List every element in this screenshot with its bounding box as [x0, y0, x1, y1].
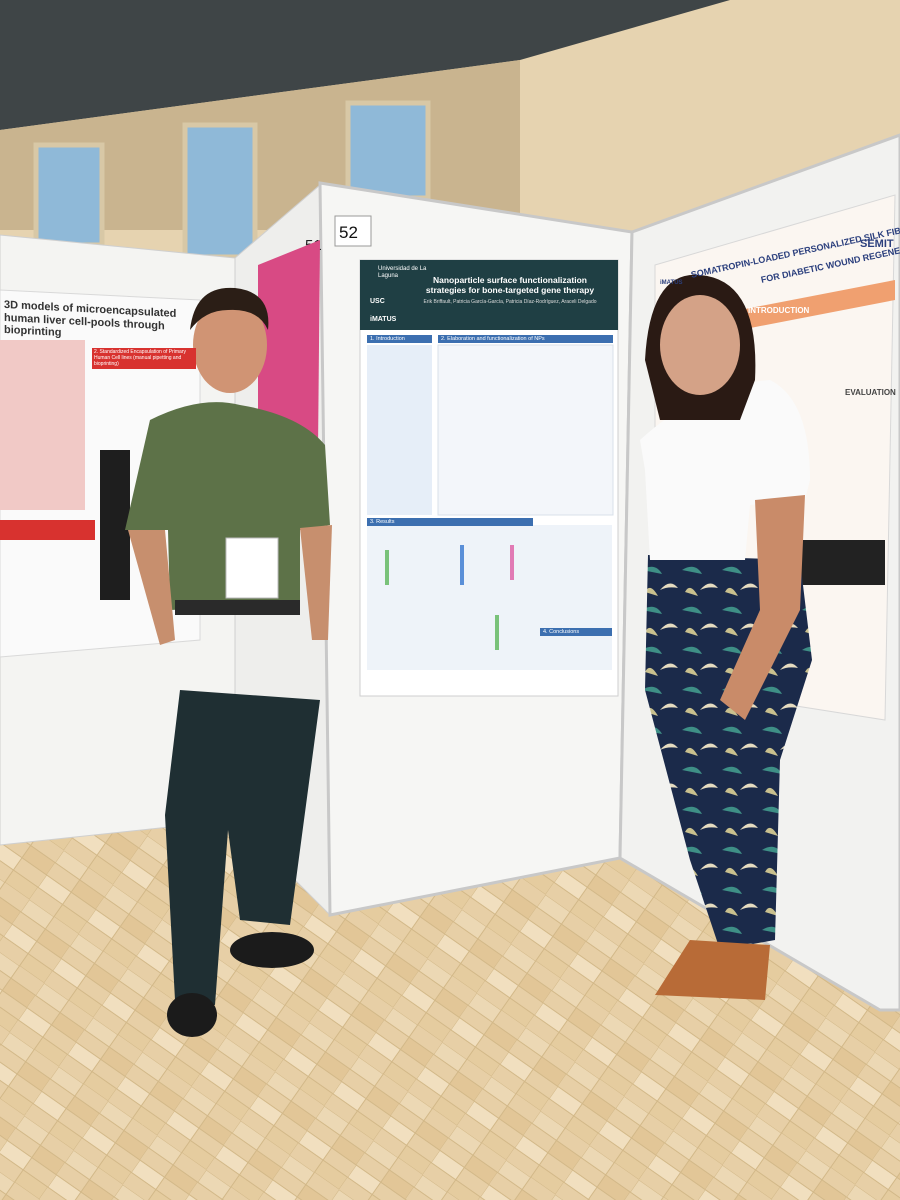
poster-authors: Erik Briffault, Patricia García-García, …	[423, 299, 597, 305]
window	[33, 142, 105, 248]
poster-logo: iMATUS	[370, 316, 397, 323]
poster-logo: iMATUS	[660, 280, 683, 286]
poster-center-header	[360, 260, 618, 330]
poster-right-images	[800, 540, 885, 585]
poster-logo: SEMIT	[860, 238, 894, 250]
poster-adjacent	[258, 240, 320, 470]
man	[125, 287, 332, 1037]
poster-section: 2. Elaboration and functionalization of …	[438, 335, 613, 344]
ceiling	[0, 0, 730, 130]
poster-section: 3. Results	[367, 518, 533, 527]
poster-section: EVALUATION	[845, 388, 896, 397]
badge	[225, 537, 279, 599]
poster-section: 4. Conclusions	[540, 628, 612, 637]
board-number-plate	[334, 215, 372, 247]
window	[345, 100, 431, 201]
poster-figure	[510, 545, 514, 580]
poster-center-panel	[437, 344, 614, 516]
poster-left-images	[100, 450, 130, 600]
poster-figure	[460, 545, 464, 585]
poster-section: 2. Standardized Encapsulation of Primary…	[92, 348, 196, 370]
woman-face	[660, 295, 740, 395]
woman	[640, 274, 812, 1000]
man-shirt	[125, 402, 330, 610]
poster-figure	[495, 615, 499, 650]
poster-section: 1. Introduction	[367, 335, 432, 344]
poster-title: Nanoparticle surface functionalization s…	[425, 275, 595, 295]
poster-center-panel	[367, 345, 432, 515]
man-shoe	[167, 993, 217, 1037]
man-face	[193, 297, 267, 393]
man-shoe	[230, 932, 314, 968]
man-hair	[190, 287, 269, 330]
woman-shirt	[640, 380, 810, 560]
poster-center-panel	[367, 525, 612, 670]
poster-logo: USC	[370, 298, 385, 305]
poster-section: INTRODUCTION	[748, 306, 810, 315]
man-arm	[128, 530, 175, 645]
board-number: 52	[339, 223, 358, 242]
woman-sandals	[655, 940, 770, 1000]
belt	[175, 600, 300, 615]
window	[182, 122, 258, 260]
poster-left-panel	[0, 340, 85, 510]
man-arm	[300, 525, 332, 640]
man-trousers	[165, 690, 320, 1005]
poster-left-bar	[0, 520, 95, 540]
poster-right-bar	[740, 280, 895, 330]
poster-figure	[385, 550, 389, 585]
woman-arm	[720, 495, 805, 720]
poster-institution: Universidad de La Laguna	[378, 266, 427, 279]
